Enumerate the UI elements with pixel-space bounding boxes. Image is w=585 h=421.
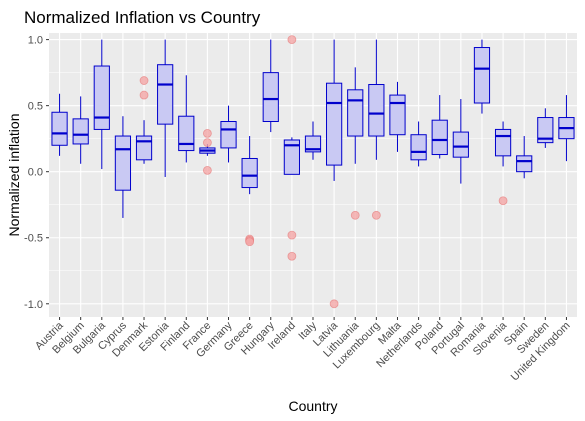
box-iqr: [304, 135, 322, 153]
box-iqr: [114, 135, 132, 191]
box-lithuania: [347, 67, 364, 220]
outlier-point: [350, 210, 360, 220]
box-iqr: [389, 94, 406, 136]
box-poland: [431, 95, 448, 159]
box-iqr: [516, 155, 533, 173]
outlier-point: [139, 76, 149, 85]
y-axis: -1.0 -0.5 0.0 0.5 1.0: [24, 35, 49, 311]
box-malta: [389, 81, 406, 152]
box-iqr: [431, 119, 448, 156]
outlier-point: [371, 210, 381, 220]
box-iqr: [72, 118, 89, 145]
y-tick-label: 0.5: [28, 101, 43, 113]
box-cyprus: [114, 116, 132, 218]
box-iqr: [473, 47, 491, 104]
box-united-kingdom: [558, 95, 575, 162]
box-estonia: [157, 39, 174, 177]
box-iqr: [262, 72, 279, 123]
box-iqr: [410, 134, 427, 161]
box-ireland: [283, 35, 300, 261]
box-latvia: [326, 39, 343, 309]
box-hungary: [262, 39, 279, 133]
outlier-point: [139, 90, 149, 100]
box-belgium: [72, 96, 89, 164]
y-tick-label: 0.0: [28, 167, 43, 179]
outlier-point: [287, 35, 297, 45]
y-tick-label: -1.0: [24, 299, 43, 311]
outlier-point: [202, 128, 212, 138]
box-greece: [241, 136, 258, 247]
box-iqr: [326, 82, 343, 166]
box-iqr: [220, 121, 237, 149]
box-iqr: [157, 64, 174, 125]
box-germany: [220, 105, 237, 163]
box-iqr: [537, 117, 554, 144]
chart-title: Normalized Inflation vs Country: [24, 8, 261, 27]
box-iqr: [241, 157, 258, 189]
box-romania: [473, 39, 491, 114]
box-iqr: [51, 111, 68, 146]
x-axis-title: Country: [288, 398, 337, 414]
box-iqr: [494, 128, 512, 157]
box-italy: [304, 121, 322, 160]
x-axis: AustriaBelgiumBulgariaCyprusDenmarkEston…: [33, 317, 573, 383]
box-france: [199, 128, 216, 175]
box-austria: [51, 93, 68, 156]
outlier-point: [287, 230, 297, 240]
outlier-point: [287, 251, 297, 261]
box-sweden: [537, 108, 554, 148]
outlier-point: [202, 165, 212, 175]
y-tick-label: -0.5: [24, 233, 43, 245]
box-luxembourg: [368, 39, 385, 220]
outlier-point: [329, 299, 339, 309]
box-iqr: [93, 65, 110, 130]
outlier-point: [202, 138, 212, 148]
box-iqr: [452, 131, 469, 158]
box-spain: [516, 136, 533, 179]
box-iqr: [368, 84, 385, 137]
box-netherlands: [410, 121, 427, 167]
box-iqr: [283, 139, 300, 175]
box-iqr: [135, 135, 153, 161]
outlier-point: [245, 237, 255, 247]
y-axis-title: Normalized inflation: [6, 114, 22, 237]
marks-layer: [51, 35, 575, 309]
box-slovenia: [494, 121, 512, 206]
y-tick-label: 1.0: [28, 35, 43, 47]
box-iqr: [178, 115, 195, 152]
box-portugal: [452, 99, 469, 184]
box-iqr: [347, 89, 364, 137]
box-bulgaria: [93, 39, 110, 170]
box-finland: [178, 75, 195, 163]
box-denmark: [135, 76, 153, 164]
outlier-point: [498, 196, 508, 206]
